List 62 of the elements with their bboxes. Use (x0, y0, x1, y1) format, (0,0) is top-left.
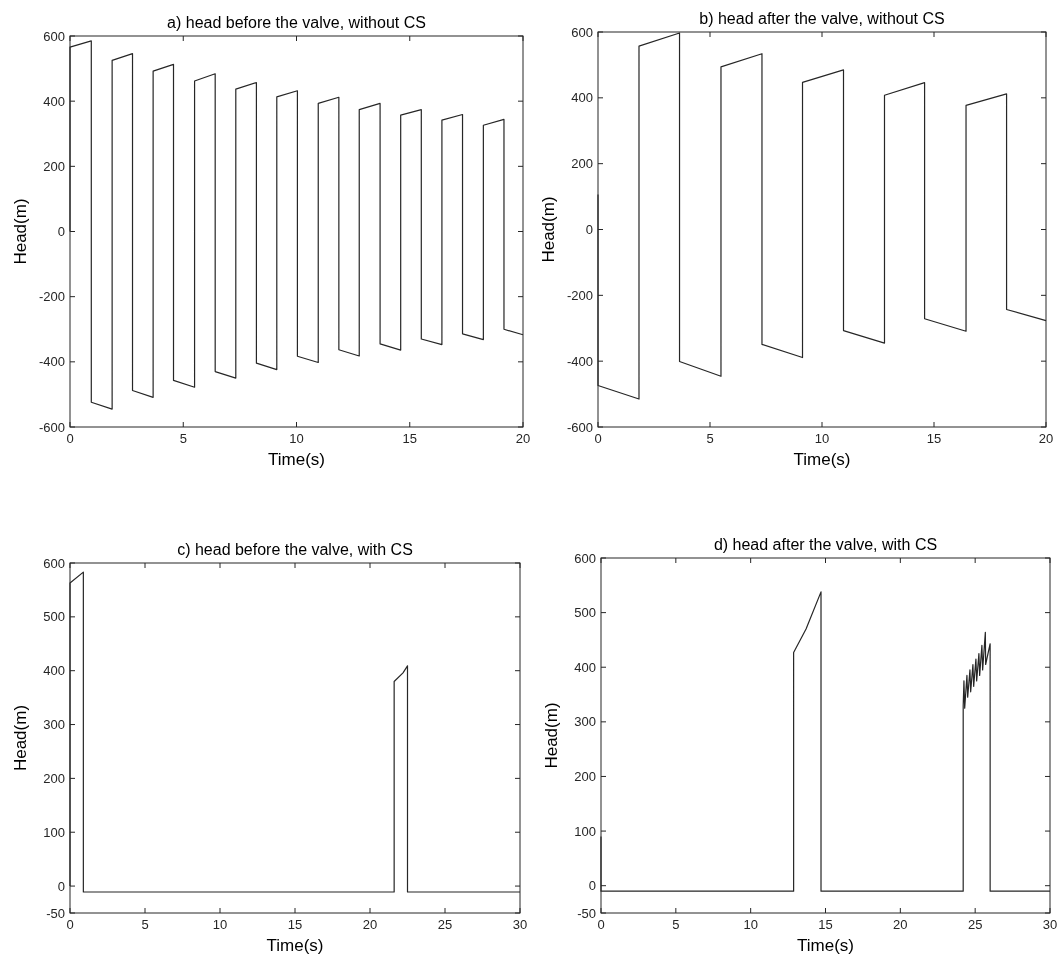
x-tick-label: 15 (402, 431, 417, 446)
y-tick-label: 0 (588, 878, 596, 894)
x-tick-label: 15 (287, 917, 303, 932)
y-tick-label: 0 (57, 224, 65, 239)
y-tick-label: -600 (38, 419, 65, 435)
y-tick-label: 300 (574, 714, 596, 730)
x-tick-label: 20 (1038, 431, 1054, 446)
x-axis-title: Time(s) (793, 450, 851, 469)
x-tick-label: 20 (893, 917, 908, 932)
y-tick-label: 0 (585, 222, 593, 237)
y-tick-label: 100 (574, 823, 596, 839)
x-tick-label: 30 (512, 917, 528, 932)
y-tick-label: 200 (574, 768, 596, 784)
x-tick-label: 10 (743, 917, 758, 932)
x-axis-title: Time(s) (266, 936, 324, 955)
y-tick-label: 500 (43, 609, 65, 625)
y-tick-label: -400 (38, 354, 65, 370)
x-tick-label: 5 (141, 917, 149, 932)
y-tick-label: -50 (46, 905, 65, 921)
chart-title: d) head after the valve, with CS (713, 536, 938, 553)
x-tick-label: 20 (362, 917, 378, 932)
x-tick-label: 10 (212, 917, 228, 932)
y-tick-label: 600 (571, 24, 593, 40)
y-tick-label: 300 (43, 717, 65, 733)
x-tick-label: 25 (967, 917, 983, 932)
x-tick-label: 10 (814, 431, 830, 446)
chart-title: a) head before the valve, without CS (167, 14, 426, 31)
y-tick-label: 400 (571, 90, 593, 106)
y-axis-title: Head(m) (539, 196, 558, 263)
y-tick-label: 0 (57, 878, 65, 894)
x-tick-label: 5 (672, 917, 680, 932)
chart-title: b) head after the valve, without CS (699, 10, 945, 27)
y-tick-label: 400 (43, 663, 65, 679)
x-tick-label: 15 (926, 431, 942, 446)
y-tick-label: 200 (43, 770, 65, 786)
x-tick-label: 5 (706, 431, 714, 446)
y-tick-label: 400 (43, 93, 65, 109)
y-tick-label: -600 (566, 419, 593, 435)
y-tick-label: 100 (43, 824, 65, 840)
x-tick-label: 25 (437, 917, 453, 932)
y-tick-label: -400 (566, 353, 593, 369)
y-tick-label: -50 (577, 905, 596, 921)
y-axis-title: Head(m) (542, 702, 561, 769)
chart-title: c) head before the valve, with CS (177, 541, 413, 558)
x-tick-label: 10 (289, 431, 304, 446)
y-axis-title: Head(m) (11, 704, 30, 772)
y-tick-label: 600 (574, 550, 596, 566)
x-axis-title: Time(s) (268, 450, 325, 469)
y-tick-label: 200 (43, 158, 65, 174)
y-tick-label: -200 (38, 289, 65, 305)
y-tick-label: 500 (574, 605, 596, 621)
y-tick-label: 600 (43, 555, 65, 571)
x-tick-label: 15 (818, 917, 833, 932)
x-tick-label: 30 (1042, 917, 1058, 932)
x-tick-label: 20 (515, 431, 531, 446)
y-tick-label: -200 (566, 287, 593, 303)
y-tick-label: 200 (571, 156, 593, 172)
y-axis-title: Head(m) (11, 198, 30, 265)
y-tick-label: 400 (574, 659, 596, 675)
y-tick-label: 600 (43, 28, 65, 44)
x-tick-label: 5 (179, 431, 187, 446)
x-axis-title: Time(s) (797, 936, 854, 955)
